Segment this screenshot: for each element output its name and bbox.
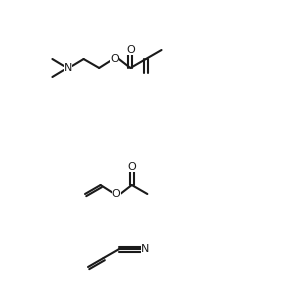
- Text: O: O: [110, 54, 119, 64]
- Text: N: N: [141, 244, 149, 254]
- Text: O: O: [126, 45, 135, 55]
- Text: O: O: [127, 162, 136, 172]
- Text: N: N: [64, 63, 72, 73]
- Text: O: O: [112, 189, 121, 199]
